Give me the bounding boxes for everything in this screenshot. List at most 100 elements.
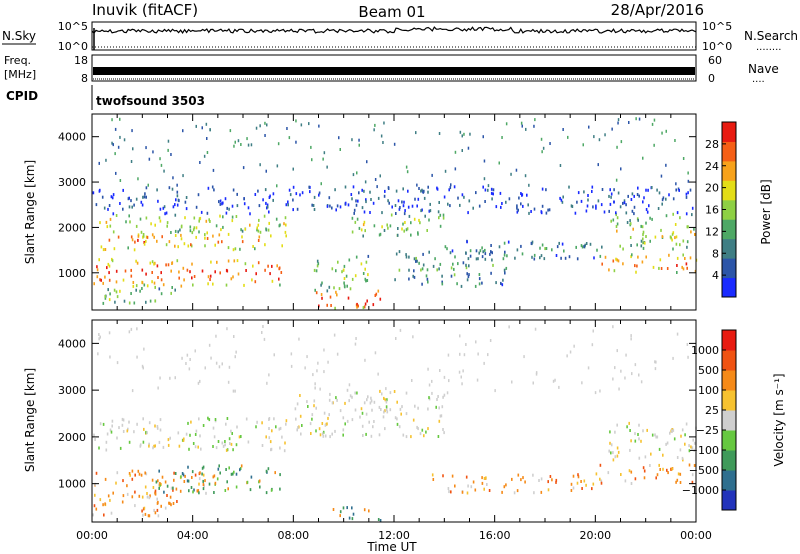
power-cell [311,203,313,207]
power-cell [487,184,490,188]
power-cell [107,207,109,211]
power-cell [272,198,274,202]
power-cell [301,191,304,195]
power-cell [379,232,382,236]
velocity-cell [118,426,120,430]
power-cell [353,208,356,212]
velocity-cell [625,353,627,357]
velocity-ylabel: Slant Range [km] [23,368,37,472]
power-cell [295,192,298,196]
power-cell [601,188,604,191]
power-cell [397,227,399,230]
power-cell [361,206,364,210]
velocity-cell [681,456,684,460]
power-cell [450,274,453,278]
power-cell [615,225,618,228]
velocity-cell [102,503,104,507]
power-cell [533,124,535,128]
power-cell [395,252,398,256]
power-cell [668,193,670,197]
power-cell [292,167,294,171]
power-cell [405,165,408,169]
power-cell [367,273,369,277]
velocity-cell [634,439,637,443]
velocity-cell [549,475,552,478]
velocity-cell [363,508,366,512]
power-cell [428,209,431,213]
power-cell [620,167,622,171]
power-cell [326,289,329,293]
power-cell [207,275,210,279]
velocity-cell [612,325,614,329]
power-cell [237,139,240,143]
velocity-cell [198,477,201,481]
velocity-cell [129,473,131,477]
velocity-cell [372,425,374,429]
velocity-cell [297,426,299,430]
colorbar-segment [722,350,736,371]
power-cell [411,204,414,208]
power-cell [113,247,116,251]
colorbar-tick-label: 16 [705,204,719,217]
velocity-cell [281,435,283,439]
power-cell [438,216,440,220]
colorbar-segment [722,430,736,451]
power-cell [568,255,571,259]
velocity-cell [186,479,189,483]
power-cell [108,278,111,282]
power-cell [170,231,172,234]
power-ylabel: Slant Range [km] [23,160,37,264]
velocity-cell [348,516,351,520]
power-cell [285,223,287,227]
power-cell [105,158,107,162]
x-tick-label: 16:00 [479,529,511,542]
velocity-cell [454,484,456,488]
velocity-cell [461,490,464,494]
power-cell [644,241,646,245]
power-cell [167,263,170,267]
velocity-cell [265,435,267,439]
power-cell [362,223,365,227]
power-cell [596,248,598,252]
power-cell [193,275,196,278]
power-cell [592,205,594,209]
power-cell [365,198,367,202]
velocity-cell [460,375,462,379]
power-cell [182,266,185,270]
velocity-cell [371,408,373,412]
power-cell [125,220,127,224]
power-cell [384,189,386,193]
power-cell [465,266,468,270]
velocity-cell [130,327,133,331]
velocity-cell [671,467,673,471]
velocity-cell [443,375,446,379]
velocity-cell [154,444,156,448]
power-cell [355,203,358,207]
power-cell [141,287,143,290]
nave-tick-high: 60 [708,54,722,67]
power-cell [259,230,262,234]
velocity-cell [128,440,131,444]
velocity-cell [283,449,286,453]
power-cell [252,245,254,248]
velocity-cell [238,435,241,439]
power-cell [379,174,381,178]
velocity-cell [158,486,160,490]
velocity-cell [109,355,111,359]
velocity-cell [231,432,233,435]
power-cell [576,257,579,261]
velocity-cell [640,380,643,384]
power-cell [320,182,322,186]
velocity-cell [178,444,181,448]
power-cell [243,283,245,287]
power-cell [343,277,346,280]
power-cell [162,283,165,287]
velocity-cell [610,443,613,447]
power-cell [347,296,350,300]
velocity-cell [169,436,171,440]
power-cell [198,230,200,234]
velocity-cell [235,472,238,476]
power-cell [613,200,615,204]
velocity-cell [630,439,632,443]
